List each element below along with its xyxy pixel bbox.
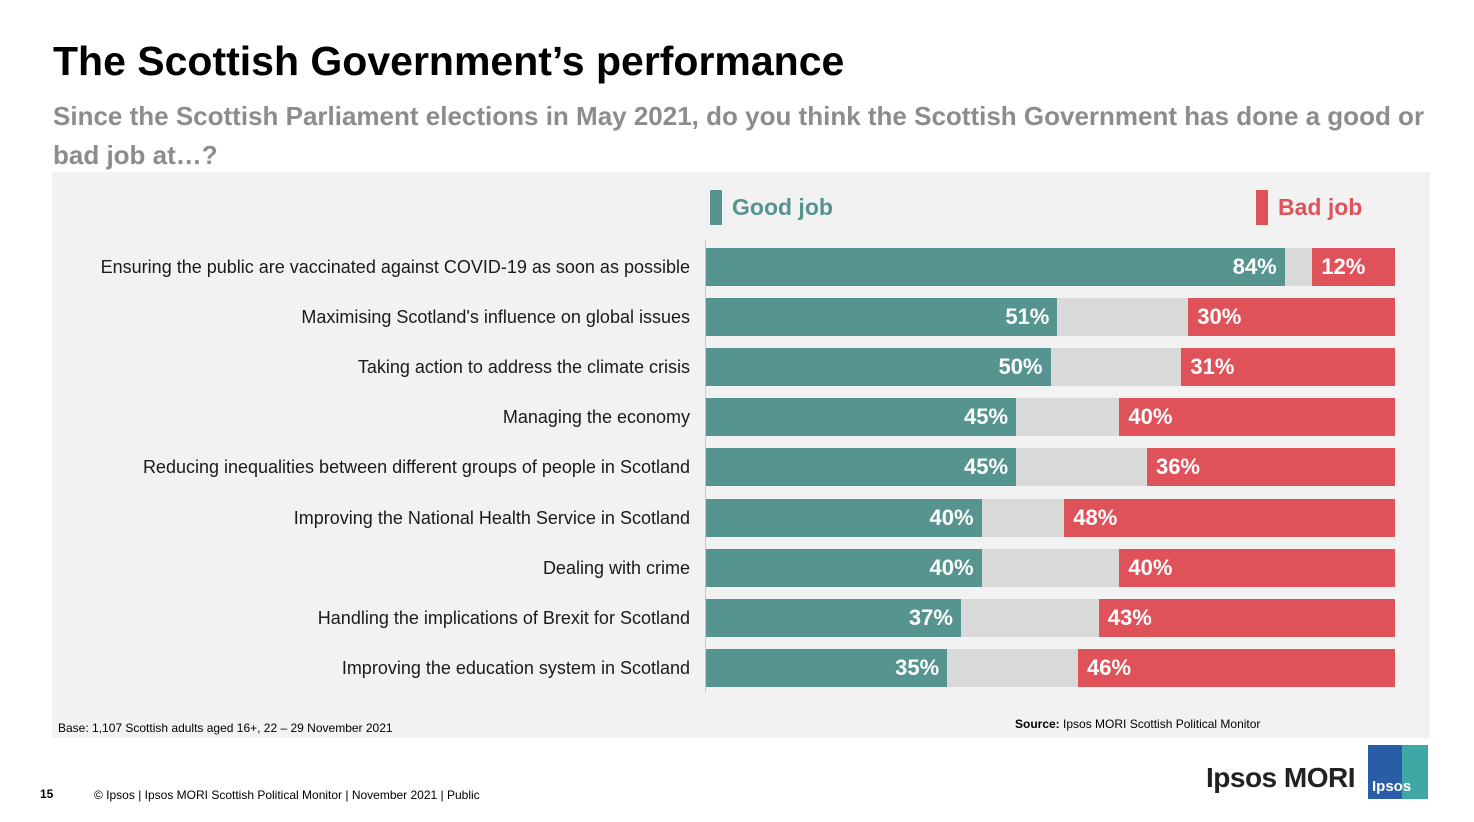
bad-job-value: 36%	[1155, 454, 1200, 480]
source-label: Source:	[1015, 717, 1060, 731]
good-job-bar: 35%	[706, 648, 948, 687]
bad-job-bar: 48%	[1064, 498, 1395, 537]
chart-axis-line	[705, 240, 706, 692]
ipsos-logo-icon: Ipsos	[1368, 745, 1428, 799]
bad-job-bar: 31%	[1181, 348, 1395, 387]
ipsos-logo-teal-block	[1402, 745, 1428, 799]
good-job-value: 37%	[908, 604, 953, 630]
good-job-bar: 40%	[706, 548, 982, 587]
good-job-bar: 45%	[706, 398, 1017, 437]
footer-text: © Ipsos | Ipsos MORI Scottish Political …	[94, 788, 480, 802]
bad-job-bar: 46%	[1078, 648, 1395, 687]
good-job-bar: 84%	[706, 248, 1285, 286]
bad-job-value: 31%	[1190, 354, 1235, 380]
good-job-value: 40%	[929, 504, 974, 530]
good-job-value: 35%	[895, 654, 940, 680]
good-job-value: 45%	[964, 454, 1009, 480]
bad-job-value: 43%	[1107, 604, 1152, 630]
good-job-value: 50%	[998, 354, 1043, 380]
ipsos-logo-badge-text: Ipsos	[1372, 778, 1412, 795]
category-label: Ensuring the public are vaccinated again…	[100, 257, 690, 277]
legend-bad-label: Bad job	[1278, 194, 1363, 220]
category-label: Dealing with crime	[542, 557, 690, 578]
legend-bad-swatch	[1256, 190, 1268, 225]
legend-good-label: Good job	[732, 194, 833, 220]
question-subtitle: Since the Scottish Parliament elections …	[53, 101, 1425, 170]
bad-job-bar: 30%	[1188, 298, 1395, 337]
source-text: Ipsos MORI Scottish Political Monitor	[1063, 717, 1261, 731]
good-job-bar: 37%	[706, 598, 961, 637]
good-job-bar: 40%	[706, 498, 982, 537]
chart-panel: Good job Bad job Ensuring the public are…	[52, 172, 1430, 738]
category-label: Managing the economy	[502, 407, 690, 428]
good-job-bar: 51%	[706, 298, 1058, 337]
category-label: Taking action to address the climate cri…	[357, 357, 690, 378]
good-job-value: 84%	[1232, 254, 1277, 279]
bad-job-value: 48%	[1073, 504, 1118, 530]
base-note: Base: 1,107 Scottish adults aged 16+, 22…	[58, 721, 393, 735]
page-number: 15	[40, 787, 54, 801]
bad-job-value: 12%	[1321, 254, 1366, 279]
ipsos-mori-wordmark: Ipsos MORI	[1206, 762, 1356, 793]
good-job-bar: 50%	[706, 348, 1051, 387]
legend-good-job: Good job	[710, 190, 833, 225]
bad-job-value: 46%	[1087, 654, 1132, 680]
page-title: The Scottish Government’s performance	[53, 38, 845, 84]
bad-job-value: 40%	[1128, 404, 1173, 430]
source-note: Source: Ipsos MORI Scottish Political Mo…	[1015, 717, 1260, 731]
bad-job-bar: 36%	[1146, 448, 1395, 487]
category-label: Reducing inequalities between different …	[142, 457, 690, 478]
bad-job-bar: 40%	[1119, 398, 1395, 437]
bad-job-value: 30%	[1197, 304, 1242, 330]
category-label: Handling the implications of Brexit for …	[317, 607, 690, 628]
good-job-value: 51%	[1005, 304, 1050, 330]
category-label: Maximising Scotland's influence on globa…	[301, 307, 690, 328]
legend-good-swatch	[710, 190, 722, 225]
bad-job-bar: 40%	[1119, 548, 1395, 587]
good-job-value: 45%	[964, 404, 1009, 430]
category-label: Improving the National Health Service in…	[293, 507, 690, 528]
legend-bad-job: Bad job	[1256, 190, 1362, 225]
good-job-value: 40%	[929, 554, 974, 580]
category-label: Improving the education system in Scotla…	[341, 657, 690, 678]
bad-job-value: 40%	[1128, 554, 1173, 580]
bad-job-bar: 12%	[1312, 248, 1395, 286]
bad-job-bar: 43%	[1098, 598, 1395, 637]
good-job-bar: 45%	[706, 448, 1017, 487]
